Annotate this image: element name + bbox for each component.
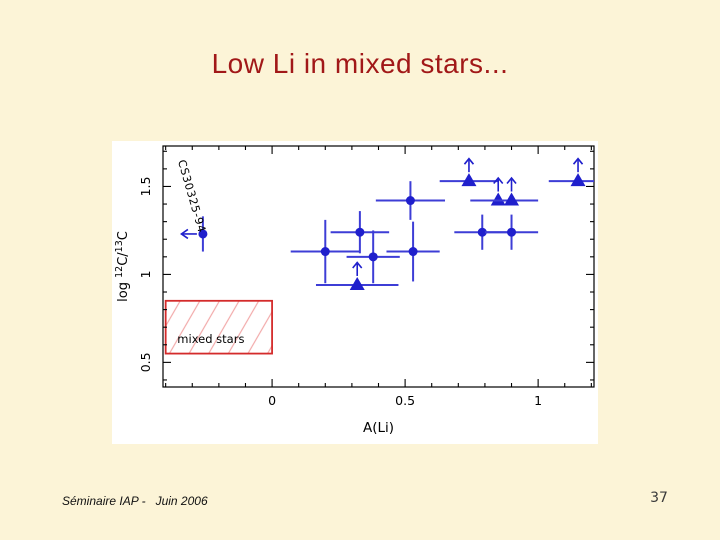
data-point [386,221,440,282]
y-tick-label: 0.5 [138,352,153,372]
x-tick-label: 0.5 [395,393,415,408]
point-label: CS30325-94 [175,158,208,234]
triangle-marker [461,173,477,187]
x-axis-ticks [165,146,592,387]
circle-marker [477,227,487,237]
triangle-marker [349,276,365,290]
y-tick-label: 1.5 [138,177,153,197]
circle-marker [320,247,330,257]
data-point-upper-limit: CS30325-94 [175,158,208,252]
data-point [484,214,539,250]
data-point [290,219,360,284]
x-tick-label: 0 [268,393,276,408]
data-point [375,181,446,220]
data-point-lower-limit [548,157,594,187]
chart-panel: mixed stars 0 0.5 1 0.5 1 1.5 A(Li) log 12C/13C C… [112,141,598,444]
y-axis-ticks [163,150,594,381]
data-point-lower-limit [484,176,539,206]
data-point [330,211,390,254]
circle-marker [368,252,378,262]
circle-marker [405,196,415,206]
data-point-lower-limit [315,261,399,290]
mixed-stars-box: mixed stars [164,299,273,355]
triangle-marker [570,173,586,187]
circle-marker [408,247,418,257]
x-tick-label: 1 [534,393,542,408]
scatter-plot: mixed stars 0 0.5 1 0.5 1 1.5 A(Li) log 12C/13C C… [114,145,595,436]
circle-marker [198,229,208,239]
triangle-marker [504,192,520,206]
circle-marker [507,227,517,237]
footer-text: Séminaire IAP - Juin 2006 [62,494,208,508]
x-axis-label: A(Li) [363,420,394,436]
y-axis-label: log 12C/13C [114,231,131,302]
mixed-stars-label: mixed stars [177,332,244,346]
page-number: 37 [650,490,668,506]
y-tick-label: 1 [138,270,153,278]
data-point-lower-limit [439,157,499,187]
circle-marker [355,227,365,237]
slide-title: Low Li in mixed stars... [211,48,509,79]
data-point [346,230,400,284]
triangle-marker [490,192,506,206]
